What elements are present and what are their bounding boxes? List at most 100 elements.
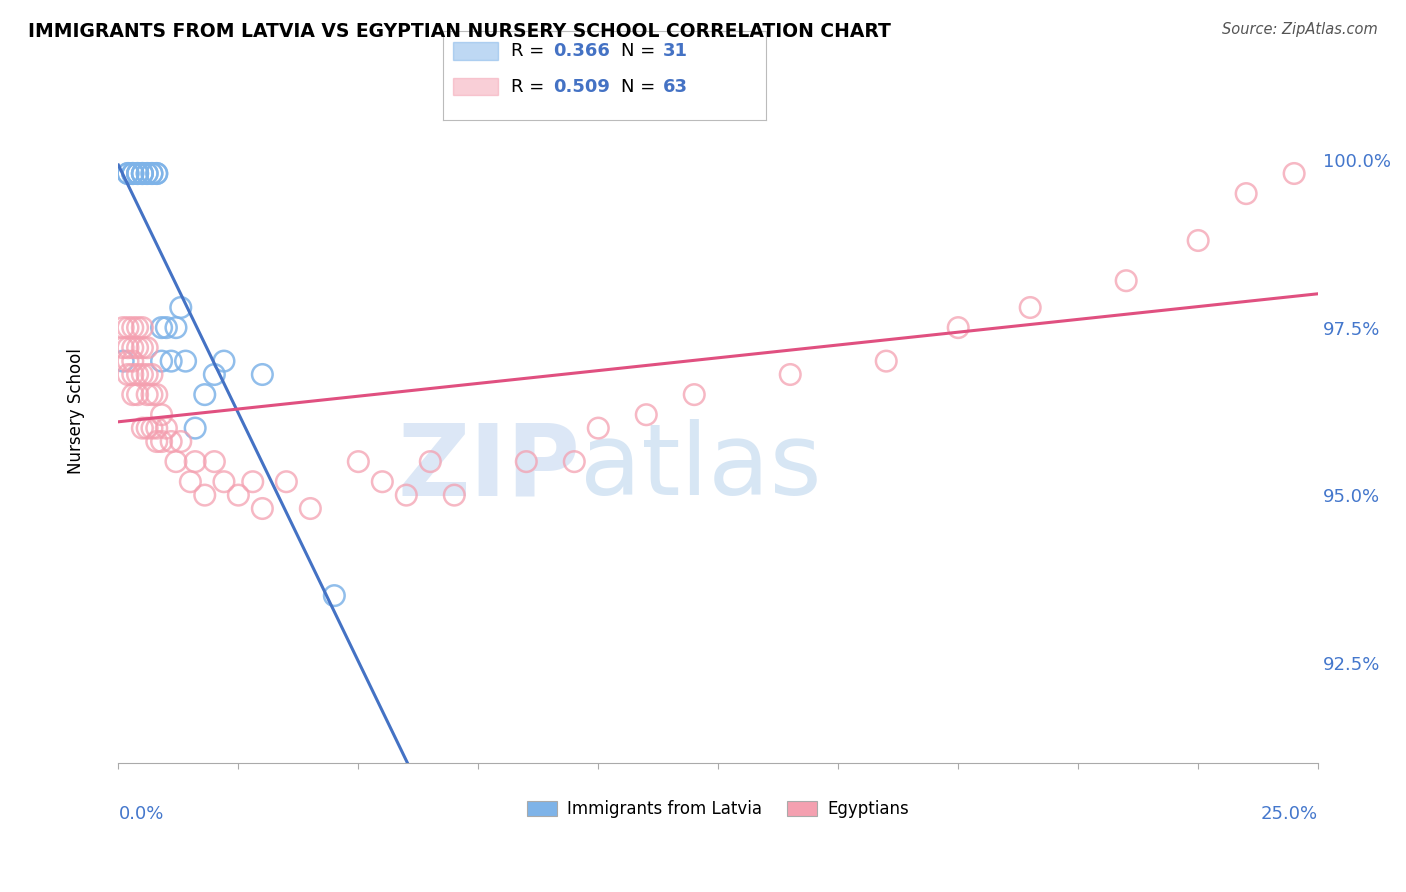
Point xyxy=(347,455,370,469)
Point xyxy=(127,341,149,355)
Point xyxy=(146,167,169,181)
Point xyxy=(242,475,264,489)
Point xyxy=(127,320,149,334)
Text: 0.366: 0.366 xyxy=(553,42,610,60)
Point xyxy=(150,408,173,422)
Point xyxy=(323,589,346,603)
Point xyxy=(121,341,143,355)
Text: N =: N = xyxy=(621,42,661,60)
FancyBboxPatch shape xyxy=(453,78,498,95)
FancyBboxPatch shape xyxy=(453,42,498,60)
Point xyxy=(371,475,394,489)
Point xyxy=(588,421,610,435)
Point xyxy=(112,354,135,368)
Point xyxy=(160,354,183,368)
Point xyxy=(194,488,217,502)
Point xyxy=(136,167,159,181)
Point xyxy=(117,320,139,334)
Point xyxy=(202,368,225,382)
Point xyxy=(170,301,193,315)
Text: Source: ZipAtlas.com: Source: ZipAtlas.com xyxy=(1222,22,1378,37)
Point xyxy=(252,501,274,516)
Point xyxy=(117,167,139,181)
Point xyxy=(121,354,143,368)
Point xyxy=(228,488,250,502)
Point xyxy=(131,167,153,181)
Point xyxy=(127,167,149,181)
Point xyxy=(683,387,706,401)
Point xyxy=(875,354,897,368)
Point xyxy=(136,368,159,382)
Text: 63: 63 xyxy=(662,78,688,95)
Point xyxy=(136,341,159,355)
Point xyxy=(112,320,135,334)
Point xyxy=(779,368,801,382)
Point xyxy=(150,434,173,449)
Legend: Immigrants from Latvia, Egyptians: Immigrants from Latvia, Egyptians xyxy=(520,794,915,825)
Point xyxy=(131,368,153,382)
Point xyxy=(184,455,207,469)
Text: IMMIGRANTS FROM LATVIA VS EGYPTIAN NURSERY SCHOOL CORRELATION CHART: IMMIGRANTS FROM LATVIA VS EGYPTIAN NURSE… xyxy=(28,22,891,41)
Point xyxy=(184,421,207,435)
Point xyxy=(127,167,149,181)
Point xyxy=(155,320,177,334)
Point xyxy=(146,421,169,435)
Point xyxy=(121,167,143,181)
Point xyxy=(146,167,169,181)
Point xyxy=(1282,167,1305,181)
Point xyxy=(121,167,143,181)
Point xyxy=(150,320,173,334)
Point xyxy=(179,475,201,489)
Point xyxy=(131,167,153,181)
Point xyxy=(136,387,159,401)
Point xyxy=(155,421,177,435)
Text: ZIP: ZIP xyxy=(398,419,581,516)
Point xyxy=(131,341,153,355)
Point xyxy=(141,167,163,181)
Point xyxy=(1187,234,1209,248)
Point xyxy=(165,455,187,469)
Text: Nursery School: Nursery School xyxy=(67,349,86,475)
Text: 0.0%: 0.0% xyxy=(118,805,163,823)
Point xyxy=(127,167,149,181)
Point xyxy=(160,434,183,449)
Point xyxy=(299,501,322,516)
Point xyxy=(121,167,143,181)
Point xyxy=(141,421,163,435)
Point xyxy=(395,488,418,502)
Point xyxy=(127,368,149,382)
Point xyxy=(121,387,143,401)
Point xyxy=(141,368,163,382)
Point xyxy=(202,455,225,469)
Point xyxy=(562,455,585,469)
Text: R =: R = xyxy=(510,42,550,60)
Point xyxy=(146,387,169,401)
Point xyxy=(276,475,298,489)
Point xyxy=(136,167,159,181)
Point xyxy=(121,368,143,382)
Text: N =: N = xyxy=(621,78,661,95)
Point xyxy=(1115,274,1137,288)
Point xyxy=(131,320,153,334)
Point xyxy=(117,167,139,181)
Point xyxy=(212,475,235,489)
Point xyxy=(165,320,187,334)
Point xyxy=(150,354,173,368)
Point xyxy=(948,320,970,334)
Point xyxy=(252,368,274,382)
Point xyxy=(117,341,139,355)
Text: 25.0%: 25.0% xyxy=(1261,805,1319,823)
Point xyxy=(212,354,235,368)
Point xyxy=(174,354,197,368)
Point xyxy=(515,455,537,469)
Point xyxy=(141,167,163,181)
Point xyxy=(443,488,465,502)
Point xyxy=(146,434,169,449)
Text: atlas: atlas xyxy=(581,419,823,516)
Point xyxy=(117,354,139,368)
Point xyxy=(170,434,193,449)
Point xyxy=(636,408,658,422)
Point xyxy=(131,421,153,435)
Point xyxy=(136,421,159,435)
Point xyxy=(131,167,153,181)
